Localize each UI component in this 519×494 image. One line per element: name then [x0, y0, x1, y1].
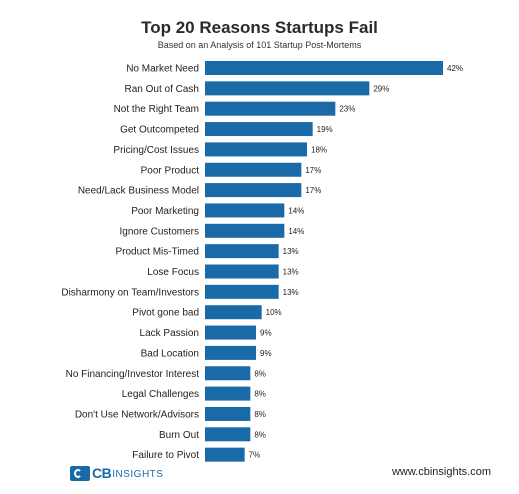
value-label: 8%: [254, 410, 266, 419]
value-label: 42%: [447, 64, 463, 73]
bar: [205, 284, 279, 299]
category-label: Failure to Pivot: [132, 450, 199, 461]
bar: [205, 386, 251, 401]
value-label: 9%: [260, 329, 272, 338]
value-label: 7%: [249, 451, 261, 460]
value-label: 9%: [260, 349, 272, 358]
bar: [205, 142, 307, 157]
category-label: Poor Marketing: [131, 206, 199, 217]
bar: [205, 61, 443, 75]
category-label: Disharmony on Team/Investors: [61, 287, 199, 298]
bar: [205, 183, 302, 198]
bar: [205, 162, 302, 177]
bar: [205, 447, 245, 462]
category-label: Burn Out: [159, 430, 199, 441]
bar: [205, 122, 313, 137]
value-label: 17%: [305, 166, 321, 175]
bar: [205, 223, 285, 238]
bar: [205, 427, 251, 442]
value-label: 8%: [254, 430, 266, 439]
value-label: 8%: [254, 369, 266, 378]
chart-subtitle: Based on an Analysis of 101 Startup Post…: [157, 40, 362, 50]
bar: [205, 203, 285, 218]
category-label: Lack Passion: [140, 328, 199, 339]
value-label: 13%: [283, 288, 299, 297]
category-label: Lose Focus: [147, 267, 199, 278]
value-label: 14%: [288, 227, 304, 236]
logo-cb-text: CB: [92, 465, 112, 481]
category-label: Not the Right Team: [114, 104, 199, 115]
category-label: No Market Need: [126, 64, 199, 75]
category-label: Don't Use Network/Advisors: [75, 409, 199, 420]
bar: [205, 264, 279, 279]
category-label: Get Outcompeted: [120, 125, 199, 136]
value-label: 17%: [305, 186, 321, 195]
category-label: Bad Location: [141, 348, 199, 359]
value-label: 23%: [339, 105, 355, 114]
bar: [205, 345, 256, 360]
category-label: Product Mis-Timed: [115, 247, 199, 258]
value-label: 13%: [283, 247, 299, 256]
category-label: Pivot gone bad: [132, 308, 199, 319]
website-url: www.cbinsights.com: [391, 466, 491, 478]
logo-insights-text: INSIGHTS: [112, 469, 164, 480]
bar: [205, 305, 262, 320]
chart-title: Top 20 Reasons Startups Fail: [141, 18, 378, 37]
value-label: 13%: [283, 268, 299, 277]
bar: [205, 325, 256, 340]
bar: [205, 366, 251, 381]
value-label: 19%: [317, 125, 333, 134]
value-label: 10%: [266, 308, 282, 317]
bar: [205, 244, 279, 259]
category-label: Pricing/Cost Issues: [113, 145, 199, 156]
cb-insights-logo-icon: [70, 465, 90, 481]
category-label: Ignore Customers: [120, 226, 199, 237]
category-label: No Financing/Investor Interest: [66, 369, 200, 380]
value-label: 8%: [254, 390, 266, 399]
category-label: Poor Product: [141, 165, 200, 176]
value-label: 29%: [373, 84, 389, 93]
bar: [205, 101, 336, 116]
value-label: 18%: [311, 145, 327, 154]
bar: [205, 406, 251, 421]
category-label: Legal Challenges: [122, 389, 199, 400]
category-label: Need/Lack Business Model: [78, 186, 199, 197]
value-label: 14%: [288, 206, 304, 215]
bar: [205, 81, 370, 96]
category-label: Ran Out of Cash: [125, 84, 199, 95]
cb-insights-logo: CB INSIGHTS: [70, 465, 163, 481]
